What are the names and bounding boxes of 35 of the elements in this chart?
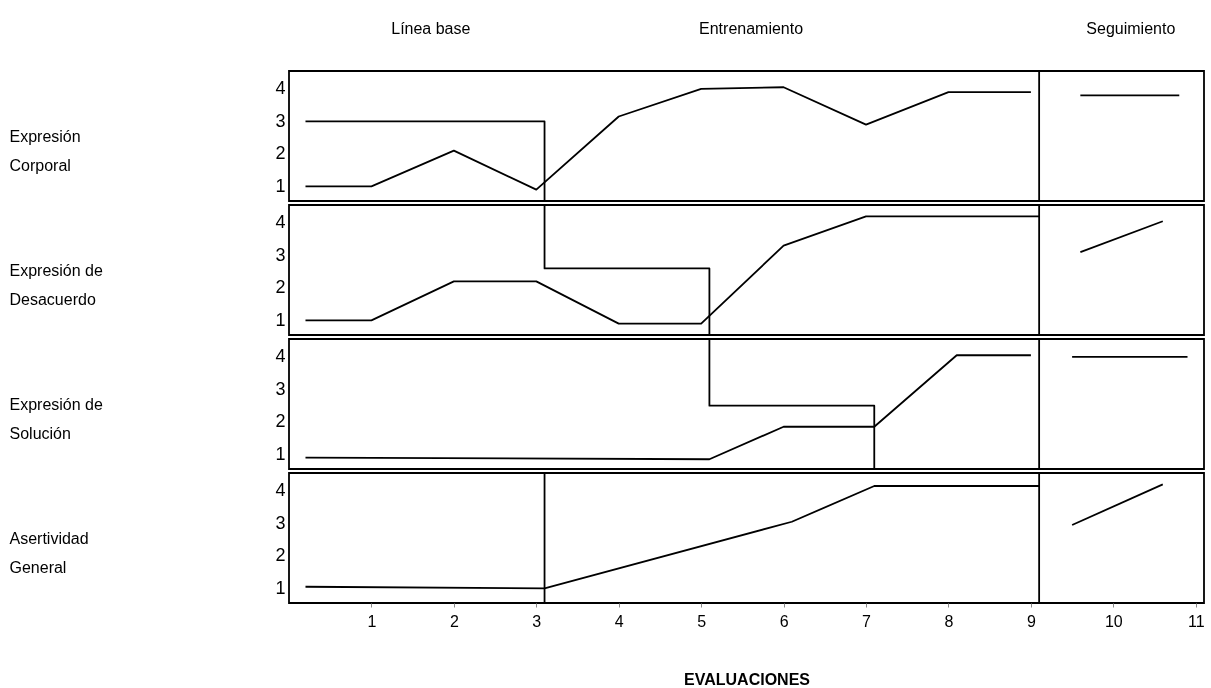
x-tick-label: 9 — [1026, 612, 1036, 630]
y-tick-label: 4 — [275, 212, 286, 233]
x-tick-label: 10 — [1104, 612, 1123, 630]
x-tick-label: 6 — [779, 612, 789, 630]
y-tick-label: 3 — [275, 512, 286, 533]
y-tick-label: 3 — [275, 110, 286, 131]
y-tick-label: 4 — [275, 346, 286, 367]
x-tick-label: 5 — [697, 612, 707, 630]
y-tick-label: 2 — [275, 411, 286, 432]
y-tick-label: 2 — [275, 545, 286, 566]
x-tick-label: 3 — [532, 612, 542, 630]
text: Línea base — [391, 20, 471, 37]
y-axis-title: Expresión de Solución — [9, 395, 103, 442]
y-tick-label: 1 — [275, 175, 286, 196]
x-tick-label: 2 — [449, 612, 459, 630]
y-tick-label: 1 — [275, 309, 286, 330]
y-tick-label: 4 — [275, 480, 286, 501]
y-tick-label: 4 — [275, 78, 286, 99]
x-axis-title: EVALUACIONES — [684, 670, 811, 688]
y-tick-label: 1 — [275, 443, 286, 464]
y-tick-label: 3 — [275, 244, 286, 265]
y-tick-label: 2 — [275, 143, 286, 164]
x-tick-label: 1 — [367, 612, 377, 630]
y-tick-label: 3 — [275, 378, 286, 399]
text: Entrenamiento — [699, 20, 804, 37]
x-tick-label: 7 — [862, 612, 872, 630]
x-tick-label: 4 — [614, 612, 624, 630]
y-axis-title: Expresión de Desacuerdo — [9, 261, 103, 308]
y-axis-title: Asertividad General — [9, 529, 89, 576]
y-axis-title: Expresión Corporal — [9, 127, 81, 174]
text: Seguimiento — [1086, 20, 1176, 37]
x-tick-label: 8 — [944, 612, 954, 630]
y-tick-label: 1 — [275, 577, 286, 598]
x-tick-label: 11 — [1187, 612, 1205, 630]
y-tick-label: 2 — [275, 277, 286, 298]
